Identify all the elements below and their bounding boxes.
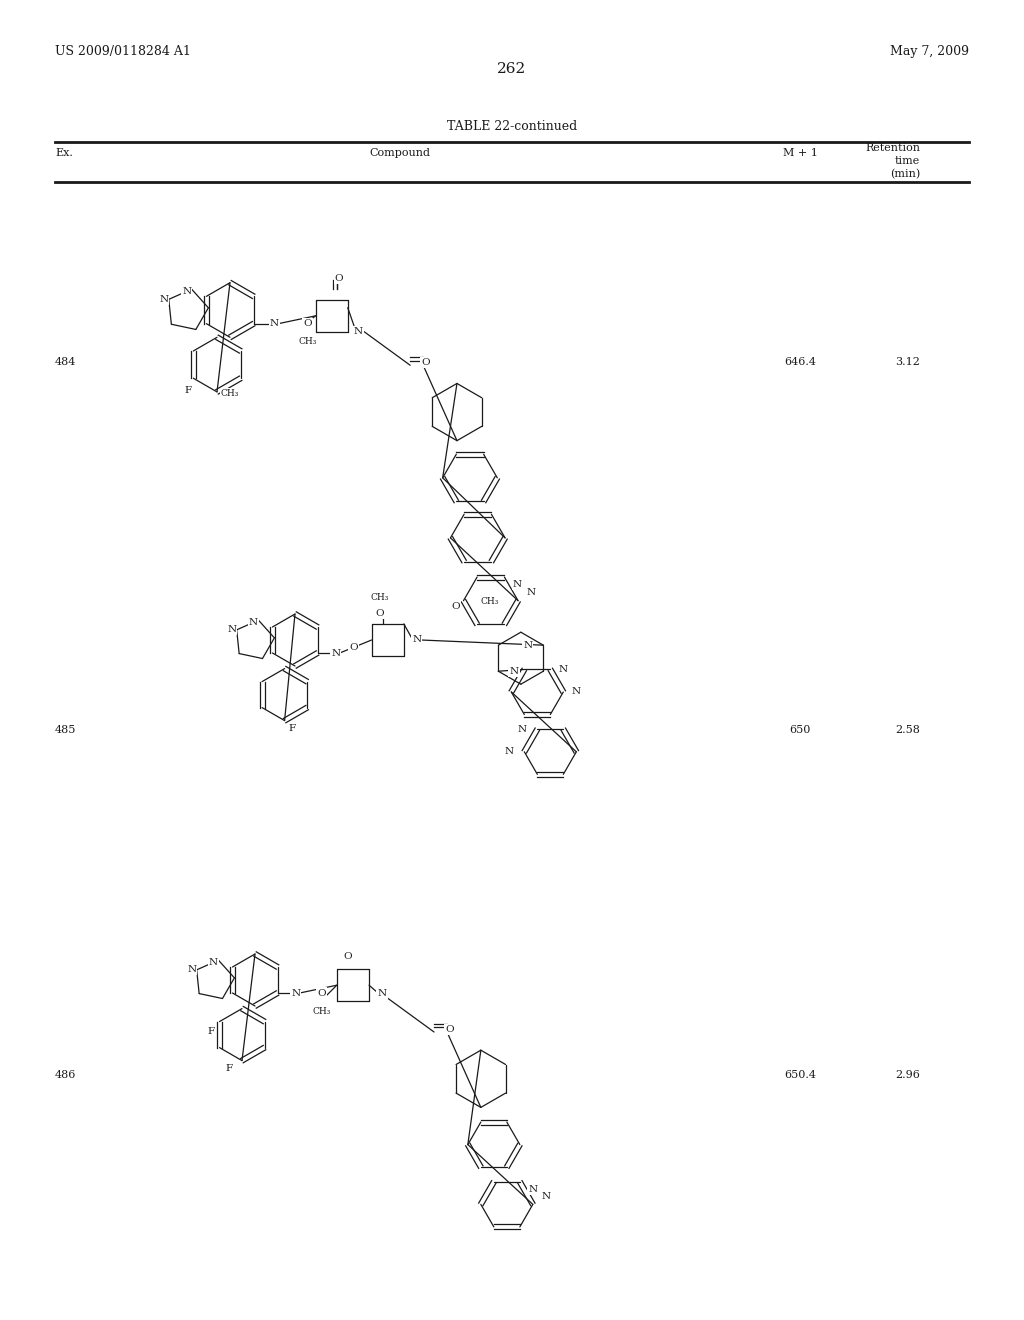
Text: O: O	[452, 602, 460, 611]
Text: N: N	[413, 635, 422, 644]
Text: CH₃: CH₃	[371, 594, 389, 602]
Text: N: N	[270, 319, 279, 329]
Text: N: N	[249, 618, 258, 627]
Text: 3.12: 3.12	[895, 356, 920, 367]
Text: N: N	[571, 688, 581, 697]
Text: N: N	[542, 1192, 550, 1201]
Text: N: N	[509, 667, 518, 676]
Text: N: N	[526, 589, 536, 598]
Text: N: N	[353, 327, 362, 337]
Text: time: time	[895, 156, 920, 166]
Text: N: N	[513, 581, 522, 589]
Text: O: O	[343, 952, 352, 961]
Text: N: N	[182, 286, 191, 296]
Text: Compound: Compound	[370, 148, 430, 158]
Text: N: N	[227, 626, 237, 635]
Text: N: N	[159, 294, 168, 304]
Text: N: N	[331, 648, 340, 657]
Text: N: N	[209, 958, 218, 966]
Text: O: O	[303, 319, 312, 329]
Text: N: N	[517, 725, 526, 734]
Text: F: F	[225, 1064, 232, 1073]
Text: N: N	[528, 1185, 538, 1195]
Text: CH₃: CH₃	[221, 388, 240, 397]
Text: Ex.: Ex.	[55, 148, 73, 158]
Text: 485: 485	[55, 725, 77, 735]
Text: F: F	[207, 1027, 214, 1036]
Text: O: O	[335, 275, 343, 284]
Text: 486: 486	[55, 1071, 77, 1080]
Text: 646.4: 646.4	[784, 356, 816, 367]
Text: N: N	[559, 665, 568, 675]
Text: CH₃: CH₃	[480, 597, 499, 606]
Text: CH₃: CH₃	[312, 1007, 331, 1015]
Text: 650: 650	[790, 725, 811, 735]
Text: N: N	[504, 747, 513, 756]
Text: O: O	[422, 358, 430, 367]
Text: 484: 484	[55, 356, 77, 367]
Text: M + 1: M + 1	[782, 148, 817, 158]
Text: N: N	[523, 640, 532, 649]
Text: US 2009/0118284 A1: US 2009/0118284 A1	[55, 45, 190, 58]
Text: CH₃: CH₃	[299, 338, 316, 346]
Text: 2.58: 2.58	[895, 725, 920, 735]
Text: O: O	[376, 609, 384, 618]
Text: N: N	[378, 989, 387, 998]
Text: N: N	[291, 989, 300, 998]
Text: O: O	[445, 1024, 454, 1034]
Text: (min): (min)	[890, 169, 920, 180]
Text: May 7, 2009: May 7, 2009	[890, 45, 969, 58]
Text: N: N	[187, 965, 197, 974]
Text: F: F	[289, 723, 296, 733]
Text: 650.4: 650.4	[784, 1071, 816, 1080]
Text: Retention: Retention	[865, 143, 920, 153]
Text: 262: 262	[498, 62, 526, 77]
Text: F: F	[185, 385, 191, 395]
Text: O: O	[316, 989, 326, 998]
Text: O: O	[349, 643, 357, 652]
Text: TABLE 22-continued: TABLE 22-continued	[446, 120, 578, 133]
Text: 2.96: 2.96	[895, 1071, 920, 1080]
